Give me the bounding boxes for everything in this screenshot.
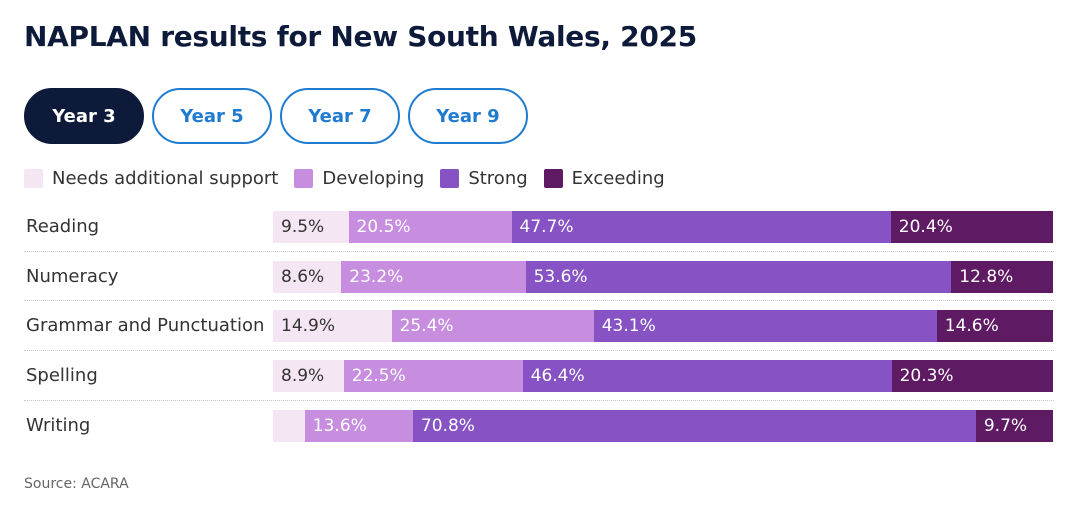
stacked-bar: 8.9% 22.5% 46.4% 20.3% [273, 360, 1053, 393]
bar-segment: 22.5% [343, 360, 523, 393]
page-title: NAPLAN results for New South Wales, 2025 [24, 20, 697, 53]
stacked-bar: 9.5% 20.5% 47.7% 20.4% [273, 211, 1053, 243]
chart-row: Reading 9.5% 20.5% 47.7% 20.4% [24, 202, 1054, 252]
bar-segment: 23.2% [341, 260, 526, 293]
legend-swatch [24, 169, 43, 188]
bar-segment: 43.1% [593, 310, 937, 343]
bar-segment: 47.7% [511, 211, 891, 243]
bar-segment [273, 409, 305, 442]
category-label: Grammar and Punctuation [26, 315, 265, 337]
chart-row: Numeracy 8.6% 23.2% 53.6% 12.8% [24, 252, 1054, 302]
bar-segment: 14.9% [273, 310, 392, 343]
legend-swatch [294, 169, 314, 188]
legend-swatch [543, 169, 563, 188]
legend-label: Exceeding [571, 168, 665, 189]
bar-segment: 8.9% [273, 360, 344, 393]
chart-row: Spelling 8.9% 22.5% 46.4% 20.3% [24, 351, 1054, 401]
legend-label: Strong [468, 168, 528, 189]
chart-row: Writing 13.6% 70.8% 9.7% [24, 401, 1054, 451]
legend-label: Developing [322, 168, 425, 189]
stacked-bar: 8.6% 23.2% 53.6% 12.8% [273, 260, 1053, 293]
bar-segment: 9.7% [975, 409, 1053, 442]
bar-segment: 8.6% [273, 260, 342, 293]
bar-segment: 13.6% [304, 409, 413, 442]
source-note: Source: ACARA [24, 476, 129, 492]
bar-segment: 20.5% [348, 211, 512, 243]
chart-rows: Reading 9.5% 20.5% 47.7% 20.4% Numeracy 8.6% 23… [24, 202, 1054, 450]
bar-segment: 20.4% [890, 211, 1053, 243]
tab-year-3[interactable]: Year 3 [24, 88, 144, 144]
bar-segment: 14.6% [936, 310, 1053, 343]
stacked-bar: 13.6% 70.8% 9.7% [273, 409, 1053, 442]
bar-segment: 46.4% [522, 360, 892, 393]
category-label: Reading [26, 216, 100, 237]
tab-year-7[interactable]: Year 7 [280, 88, 400, 144]
bar-segment: 20.3% [891, 360, 1053, 393]
bar-segment: 53.6% [525, 260, 952, 293]
legend-swatch [440, 169, 460, 188]
bar-segment: 12.8% [951, 260, 1053, 293]
category-label: Numeracy [26, 265, 119, 287]
tab-year-9[interactable]: Year 9 [408, 88, 528, 144]
tab-year-5[interactable]: Year 5 [152, 88, 272, 144]
legend-item: Strong [440, 168, 528, 189]
chart-row: Grammar and Punctuation 14.9% 25.4% 43.1% 14… [24, 301, 1054, 352]
legend-item: Exceeding [543, 168, 665, 189]
legend-label: Needs additional support [52, 168, 279, 189]
bar-segment: 25.4% [391, 310, 594, 343]
bar-segment: 70.8% [412, 409, 976, 442]
legend-item: Developing [294, 168, 424, 189]
stacked-bar: 14.9% 25.4% 43.1% 14.6% [273, 310, 1053, 343]
legend-item: Needs additional support [24, 168, 278, 189]
category-label: Spelling [26, 365, 98, 387]
legend: Needs additional support Developing Strong… [24, 168, 681, 189]
bar-segment: 9.5% [273, 211, 349, 243]
year-tabs: Year 3 Year 5 Year 7 Year 9 [24, 88, 528, 144]
category-label: Writing [26, 414, 91, 436]
